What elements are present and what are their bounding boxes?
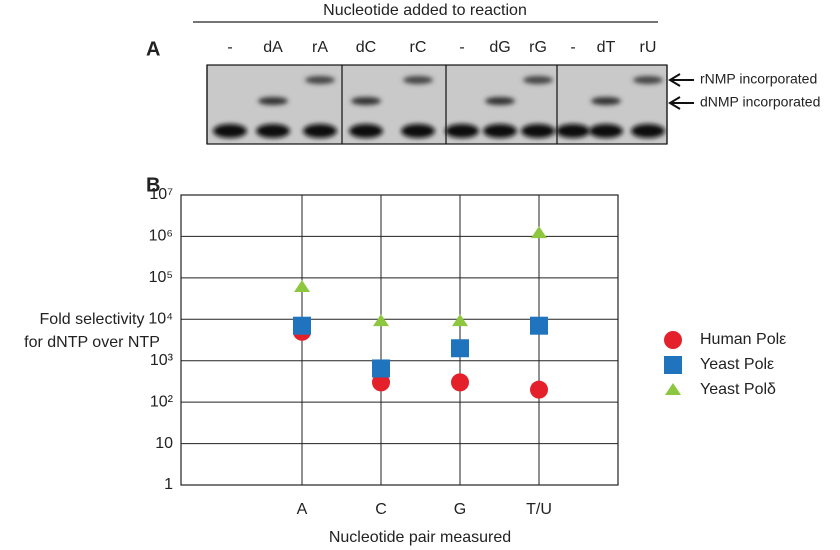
band bbox=[349, 124, 383, 138]
legend-marker bbox=[665, 383, 681, 395]
band bbox=[445, 124, 479, 138]
band bbox=[351, 97, 381, 105]
annotation: dNMP incorporated bbox=[700, 94, 820, 110]
band bbox=[633, 76, 663, 84]
panel-label: A bbox=[146, 38, 160, 60]
band bbox=[483, 124, 517, 138]
point bbox=[530, 316, 548, 335]
y-tick-label: 10² bbox=[150, 393, 174, 410]
lane-label: rA bbox=[312, 39, 328, 56]
point bbox=[294, 280, 310, 293]
lane-label: dG bbox=[489, 39, 510, 56]
x-tick-label: A bbox=[297, 501, 308, 518]
legend-label: Yeast Polε bbox=[700, 356, 774, 373]
band bbox=[213, 124, 247, 138]
y-tick-label: 10⁶ bbox=[149, 228, 173, 245]
y-tick-label: 1 bbox=[164, 476, 173, 493]
legend-label: Human Polε bbox=[700, 331, 786, 348]
point bbox=[293, 316, 311, 335]
lane-label: - bbox=[459, 39, 464, 56]
lane-label: rU bbox=[640, 39, 657, 56]
band bbox=[521, 124, 555, 138]
point bbox=[372, 373, 390, 392]
band bbox=[305, 76, 335, 84]
lane-label: dA bbox=[263, 39, 283, 56]
gel-border bbox=[206, 64, 668, 145]
y-tick-label: 10⁷ bbox=[149, 186, 173, 203]
point bbox=[451, 339, 469, 358]
plot-border bbox=[180, 194, 619, 486]
annotation: rNMP incorporated bbox=[700, 71, 817, 87]
lane-label: dT bbox=[597, 39, 616, 56]
lane-label: rG bbox=[529, 39, 547, 56]
lane-label: - bbox=[570, 39, 575, 56]
band bbox=[631, 124, 665, 138]
lane-label: - bbox=[227, 39, 232, 56]
x-tick-label: C bbox=[375, 501, 387, 518]
panel-label: B bbox=[146, 174, 160, 196]
y-tick-label: 10³ bbox=[150, 352, 174, 369]
band bbox=[556, 124, 590, 138]
lane-label: rC bbox=[410, 39, 427, 56]
band bbox=[589, 124, 623, 138]
lane-label: dC bbox=[356, 39, 376, 56]
point bbox=[451, 373, 469, 392]
point bbox=[372, 359, 390, 378]
band bbox=[403, 76, 433, 84]
gel-header: Nucleotide added to reaction bbox=[323, 2, 527, 19]
gel bbox=[206, 64, 668, 145]
x-tick-label: T/U bbox=[526, 501, 552, 518]
point bbox=[452, 314, 468, 327]
y-tick-label: 10⁴ bbox=[148, 311, 173, 328]
x-axis-label: Nucleotide pair measured bbox=[329, 529, 511, 546]
y-tick-label: 10⁵ bbox=[149, 269, 173, 286]
legend-label: Yeast Polδ bbox=[700, 381, 776, 398]
legend-marker bbox=[664, 356, 682, 374]
y-tick-label: 10 bbox=[155, 435, 173, 452]
band bbox=[303, 124, 337, 138]
band bbox=[258, 97, 288, 105]
legend-marker bbox=[664, 331, 682, 349]
band bbox=[591, 97, 621, 105]
band bbox=[523, 76, 553, 84]
band bbox=[401, 124, 435, 138]
y-axis-label: Fold selectivity bbox=[40, 311, 145, 328]
band bbox=[485, 97, 515, 105]
arrows bbox=[668, 73, 694, 110]
y-axis-label: for dNTP over NTP bbox=[24, 334, 160, 351]
band bbox=[256, 124, 290, 138]
point bbox=[531, 226, 547, 239]
point bbox=[373, 314, 389, 327]
point bbox=[530, 380, 548, 399]
x-tick-label: G bbox=[454, 501, 466, 518]
